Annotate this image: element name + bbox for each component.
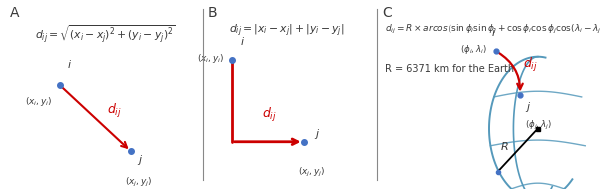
Text: $j$: $j$ <box>137 153 143 167</box>
Text: $d_{ij} = \sqrt{(x_i - x_j)^2 + (y_i - y_j)^2}$: $d_{ij} = \sqrt{(x_i - x_j)^2 + (y_i - y… <box>35 23 176 45</box>
Text: $i$: $i$ <box>239 35 245 47</box>
Text: $R$: $R$ <box>500 140 509 152</box>
Text: $d_{ij} = |x_i - x_j| + |y_i - y_j|$: $d_{ij} = |x_i - x_j| + |y_i - y_j|$ <box>229 23 344 39</box>
Text: $(\phi_i, \lambda_i)$: $(\phi_i, \lambda_i)$ <box>460 43 487 56</box>
Text: $d_{ij}$: $d_{ij}$ <box>262 106 277 124</box>
Text: $d_{ij}$: $d_{ij}$ <box>523 56 538 74</box>
Text: $i$: $i$ <box>491 26 496 38</box>
Text: $j$: $j$ <box>314 127 320 141</box>
Text: A: A <box>10 6 19 20</box>
Text: $(\phi_j, \lambda_j)$: $(\phi_j, \lambda_j)$ <box>524 119 551 132</box>
Text: $d_{ij} = R \times \mathit{arcos}\left(\sin\phi_i \sin\phi_j + \cos\phi_i \cos\p: $d_{ij} = R \times \mathit{arcos}\left(\… <box>385 23 600 36</box>
Text: C: C <box>382 6 392 20</box>
Text: R = 6371 km for the Earth: R = 6371 km for the Earth <box>385 64 514 74</box>
Text: B: B <box>208 6 217 20</box>
Text: $d_{ij}$: $d_{ij}$ <box>107 101 122 120</box>
Text: $(x_i, y_i)$: $(x_i, y_i)$ <box>197 52 225 65</box>
Text: $i$: $i$ <box>67 58 72 70</box>
Text: $(x_j, y_j)$: $(x_j, y_j)$ <box>125 176 152 189</box>
Text: $j$: $j$ <box>524 100 531 114</box>
Text: $(x_j, y_j)$: $(x_j, y_j)$ <box>298 166 326 179</box>
Text: $(x_i, y_i)$: $(x_i, y_i)$ <box>25 94 52 108</box>
